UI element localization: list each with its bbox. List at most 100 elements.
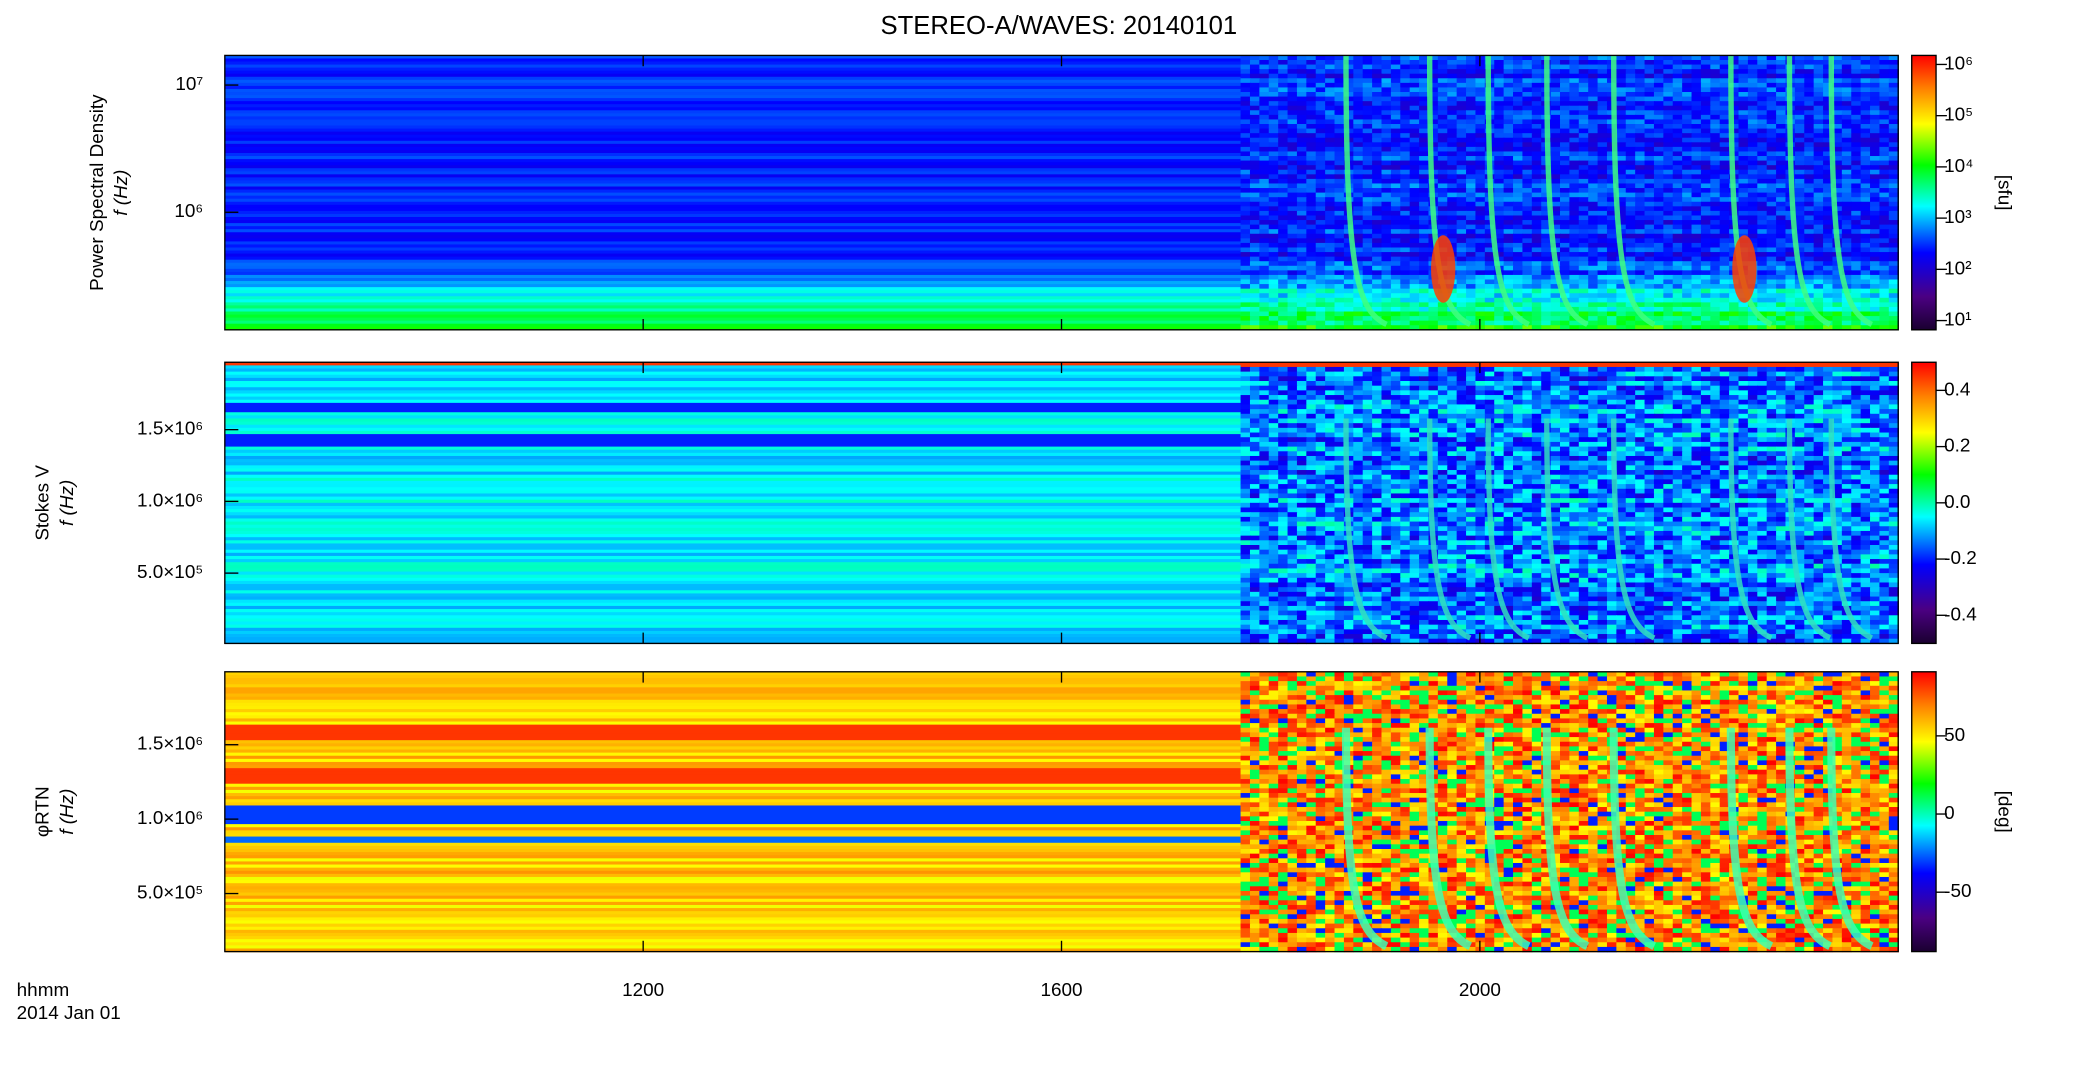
heatmap-cell [1813, 302, 1824, 308]
heatmap-cell [1663, 105, 1674, 111]
heatmap-cell [1287, 92, 1298, 98]
heatmap-row [224, 505, 1242, 510]
heatmap-cell [1409, 169, 1420, 175]
heatmap-cell [1738, 59, 1749, 66]
heatmap-cell [1559, 242, 1571, 249]
heatmap-row [224, 305, 1242, 310]
heatmap-cell [1456, 311, 1467, 317]
heatmap-cell [1870, 146, 1881, 153]
heatmap-cell [1766, 165, 1777, 171]
heatmap-row [224, 174, 1242, 179]
heatmap-cell [1409, 238, 1420, 244]
heatmap-cell [1475, 124, 1486, 130]
heatmap-cell [1719, 306, 1730, 313]
heatmap-cell [1419, 110, 1430, 116]
heatmap-cell [1362, 220, 1373, 226]
heatmap-cell [1823, 165, 1834, 171]
heatmap-cell [1466, 87, 1477, 93]
heatmap-cell [1747, 325, 1758, 331]
heatmap-cell [1653, 224, 1665, 230]
heatmap-cell [1531, 206, 1542, 212]
heatmap-cell [1860, 78, 1871, 84]
heatmap-cell [1259, 197, 1270, 203]
heatmap-cell [1287, 78, 1298, 84]
heatmap-cell [1569, 59, 1580, 66]
heatmap-cell [1719, 188, 1730, 194]
heatmap-cell [1635, 274, 1646, 281]
heatmap-cell [1616, 270, 1627, 276]
heatmap-cell [1578, 220, 1589, 226]
heatmap-cell [1437, 142, 1448, 148]
heatmap-cell [1466, 73, 1477, 79]
heatmap-cell [1409, 215, 1420, 221]
heatmap-cell [1823, 316, 1834, 322]
heatmap-cell [1381, 306, 1392, 313]
heatmap-cell [1653, 270, 1665, 276]
heatmap-cell [1353, 110, 1364, 116]
heatmap-cell [1381, 110, 1392, 116]
heatmap-cell [1268, 146, 1279, 153]
heatmap-cell [1409, 133, 1420, 139]
heatmap-cell [1513, 133, 1524, 139]
heatmap-cell [1569, 69, 1580, 75]
heatmap-cell [1841, 146, 1852, 153]
heatmap-cell [1390, 87, 1401, 93]
heatmap-cell [1466, 160, 1477, 166]
heatmap-cell [1559, 128, 1571, 134]
heatmap-cell [1766, 325, 1777, 331]
heatmap-cell [1513, 82, 1524, 89]
heatmap-cell [1851, 256, 1862, 262]
heatmap-cell [1578, 206, 1589, 212]
heatmap-cell [1635, 59, 1646, 66]
heatmap-cell [1268, 156, 1279, 162]
heatmap-row [224, 70, 1242, 75]
heatmap-cell [1700, 325, 1711, 331]
heatmap-cell [1287, 178, 1298, 185]
heatmap-cell [1419, 265, 1430, 272]
heatmap-cell [1550, 284, 1561, 290]
heatmap-cell [1682, 201, 1693, 208]
heatmap-cell [1513, 142, 1524, 148]
heatmap-cell [1466, 156, 1477, 162]
heatmap-row [224, 134, 1242, 139]
heatmap-cell [1531, 87, 1542, 93]
heatmap-cell [1484, 261, 1495, 267]
heatmap-cell [1362, 124, 1373, 130]
heatmap-cell [1653, 160, 1665, 166]
heatmap-row [224, 293, 1242, 297]
heatmap-cell [1588, 325, 1599, 331]
heatmap-cell [1437, 201, 1448, 208]
heatmap-cell [1456, 325, 1467, 331]
heatmap-cell [1240, 151, 1251, 157]
heatmap-cell [1531, 233, 1542, 240]
heatmap-cell [1682, 197, 1693, 203]
heatmap-cell [1691, 265, 1702, 272]
heatmap-cell [1569, 105, 1580, 111]
heatmap-cell [1456, 284, 1467, 290]
heatmap-cell [1663, 169, 1674, 175]
heatmap-cell [1870, 105, 1881, 111]
heatmap-cell [1785, 306, 1796, 313]
heatmap-cell [1700, 78, 1711, 84]
heatmap-cell [1663, 210, 1674, 217]
heatmap-cell [1879, 293, 1890, 299]
heatmap-cell [1362, 325, 1373, 331]
heatmap-cell [1870, 133, 1881, 139]
heatmap-cell [1682, 270, 1693, 276]
heatmap-cell [1879, 146, 1890, 153]
heatmap-cell [1691, 192, 1702, 198]
heatmap-cell [1268, 270, 1279, 276]
heatmap-cell [1776, 124, 1787, 130]
heatmap-cell [1419, 288, 1430, 294]
heatmap-cell [1550, 279, 1561, 285]
heatmap-cell [1682, 174, 1693, 180]
heatmap-cell [1296, 252, 1308, 258]
heatmap-cell [1475, 73, 1486, 79]
heatmap-cell [1794, 306, 1805, 313]
heatmap-cell [1334, 105, 1345, 111]
heatmap-cell [1823, 229, 1834, 235]
heatmap-row [224, 384, 1242, 388]
heatmap-cell [1419, 215, 1430, 221]
heatmap-cell [1541, 284, 1552, 290]
heatmap-cell [1776, 247, 1787, 253]
